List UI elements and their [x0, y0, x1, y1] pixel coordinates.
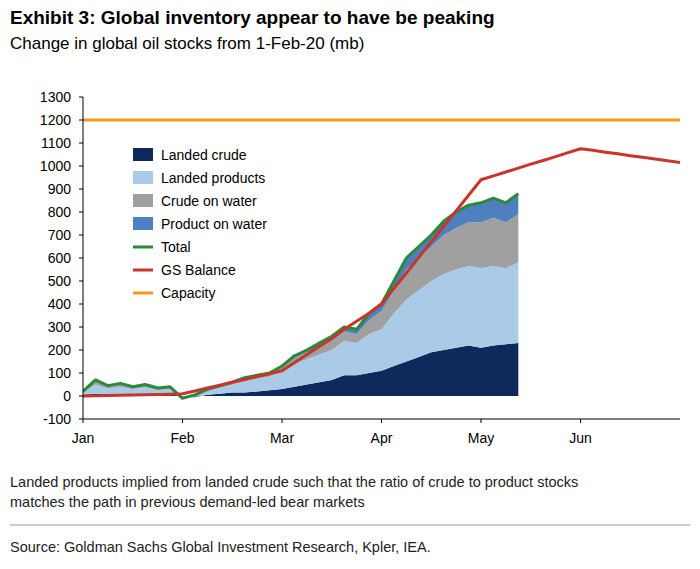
- legend: Landed crude Landed products Crude on wate…: [133, 147, 267, 301]
- x-tick: [381, 419, 382, 423]
- legend-swatch: [133, 217, 153, 230]
- x-tick: [481, 419, 482, 423]
- area: [83, 263, 518, 398]
- y-tick: [79, 189, 83, 190]
- y-tick: [79, 166, 83, 167]
- line: [83, 149, 680, 396]
- y-tick-label: 300: [48, 319, 72, 335]
- legend-label: Crude on water: [161, 193, 257, 209]
- plot-area: [83, 120, 680, 398]
- y-tick-label: 900: [48, 181, 72, 197]
- y-tick: [79, 120, 83, 121]
- separator: [10, 525, 690, 526]
- y-tick: [79, 373, 83, 374]
- y-tick-label: 800: [48, 204, 72, 220]
- x-tick-label: Apr: [371, 430, 393, 446]
- area: [83, 214, 518, 398]
- line: [83, 194, 518, 399]
- y-tick: [79, 396, 83, 397]
- title: Exhibit 3: Global inventory appear to ha…: [10, 7, 495, 28]
- y-axis: [83, 97, 84, 419]
- y-tick: [79, 281, 83, 282]
- y-tick-label: 200: [48, 342, 72, 358]
- x-tick-label: Feb: [170, 430, 194, 446]
- y-tick-label: 600: [48, 250, 72, 266]
- y-tick-label: 1000: [40, 158, 71, 174]
- area: [83, 194, 518, 399]
- legend-swatch: [133, 194, 153, 207]
- footnote: Landed products implied from landed crud…: [10, 474, 578, 490]
- y-tick: [79, 350, 83, 351]
- y-tick: [79, 304, 83, 305]
- legend-swatch: [133, 246, 153, 249]
- x-tick: [282, 419, 283, 423]
- y-tick-label: 500: [48, 273, 72, 289]
- x-tick-label: Jan: [72, 430, 95, 446]
- y-tick-label: 1200: [40, 112, 71, 128]
- y-tick-label: 400: [48, 296, 72, 312]
- y-tick-label: 700: [48, 227, 72, 243]
- x-tick-label: Mar: [270, 430, 294, 446]
- legend-swatch: [133, 171, 153, 184]
- legend-label: Landed crude: [161, 147, 247, 163]
- legend-swatch: [133, 148, 153, 161]
- y-tick: [79, 258, 83, 259]
- line: [83, 119, 680, 122]
- y-tick: [79, 97, 83, 98]
- x-tick-label: Jun: [569, 430, 592, 446]
- y-tick-label: 1300: [40, 89, 71, 105]
- legend-label: Product on water: [161, 216, 267, 232]
- x-tick: [83, 419, 84, 423]
- chart: Exhibit 3: Global inventory appear to ha…: [0, 0, 700, 569]
- legend-label: Total: [161, 239, 191, 255]
- source: Source: Goldman Sachs Global Investment …: [10, 539, 431, 555]
- y-tick-label: 100: [48, 365, 72, 381]
- legend-label: Capacity: [161, 285, 215, 301]
- y-tick: [79, 235, 83, 236]
- y-tick: [79, 143, 83, 144]
- legend-swatch: [133, 269, 153, 272]
- y-tick: [79, 419, 83, 420]
- y-tick: [79, 327, 83, 328]
- footnote: matches the path in previous demand-led …: [10, 494, 365, 510]
- x-tick: [580, 419, 581, 423]
- y-tick: [79, 212, 83, 213]
- y-tick-label: 1100: [41, 135, 71, 151]
- legend-swatch: [133, 292, 153, 295]
- legend-label: GS Balance: [161, 262, 236, 278]
- subtitle: Change in global oil stocks from 1-Feb-2…: [10, 34, 364, 53]
- x-tick-label: May: [468, 430, 494, 446]
- y-tick-label: -100: [43, 411, 71, 427]
- legend-label: Landed products: [161, 170, 265, 186]
- y-tick-label: 0: [63, 388, 71, 404]
- x-tick: [182, 419, 183, 423]
